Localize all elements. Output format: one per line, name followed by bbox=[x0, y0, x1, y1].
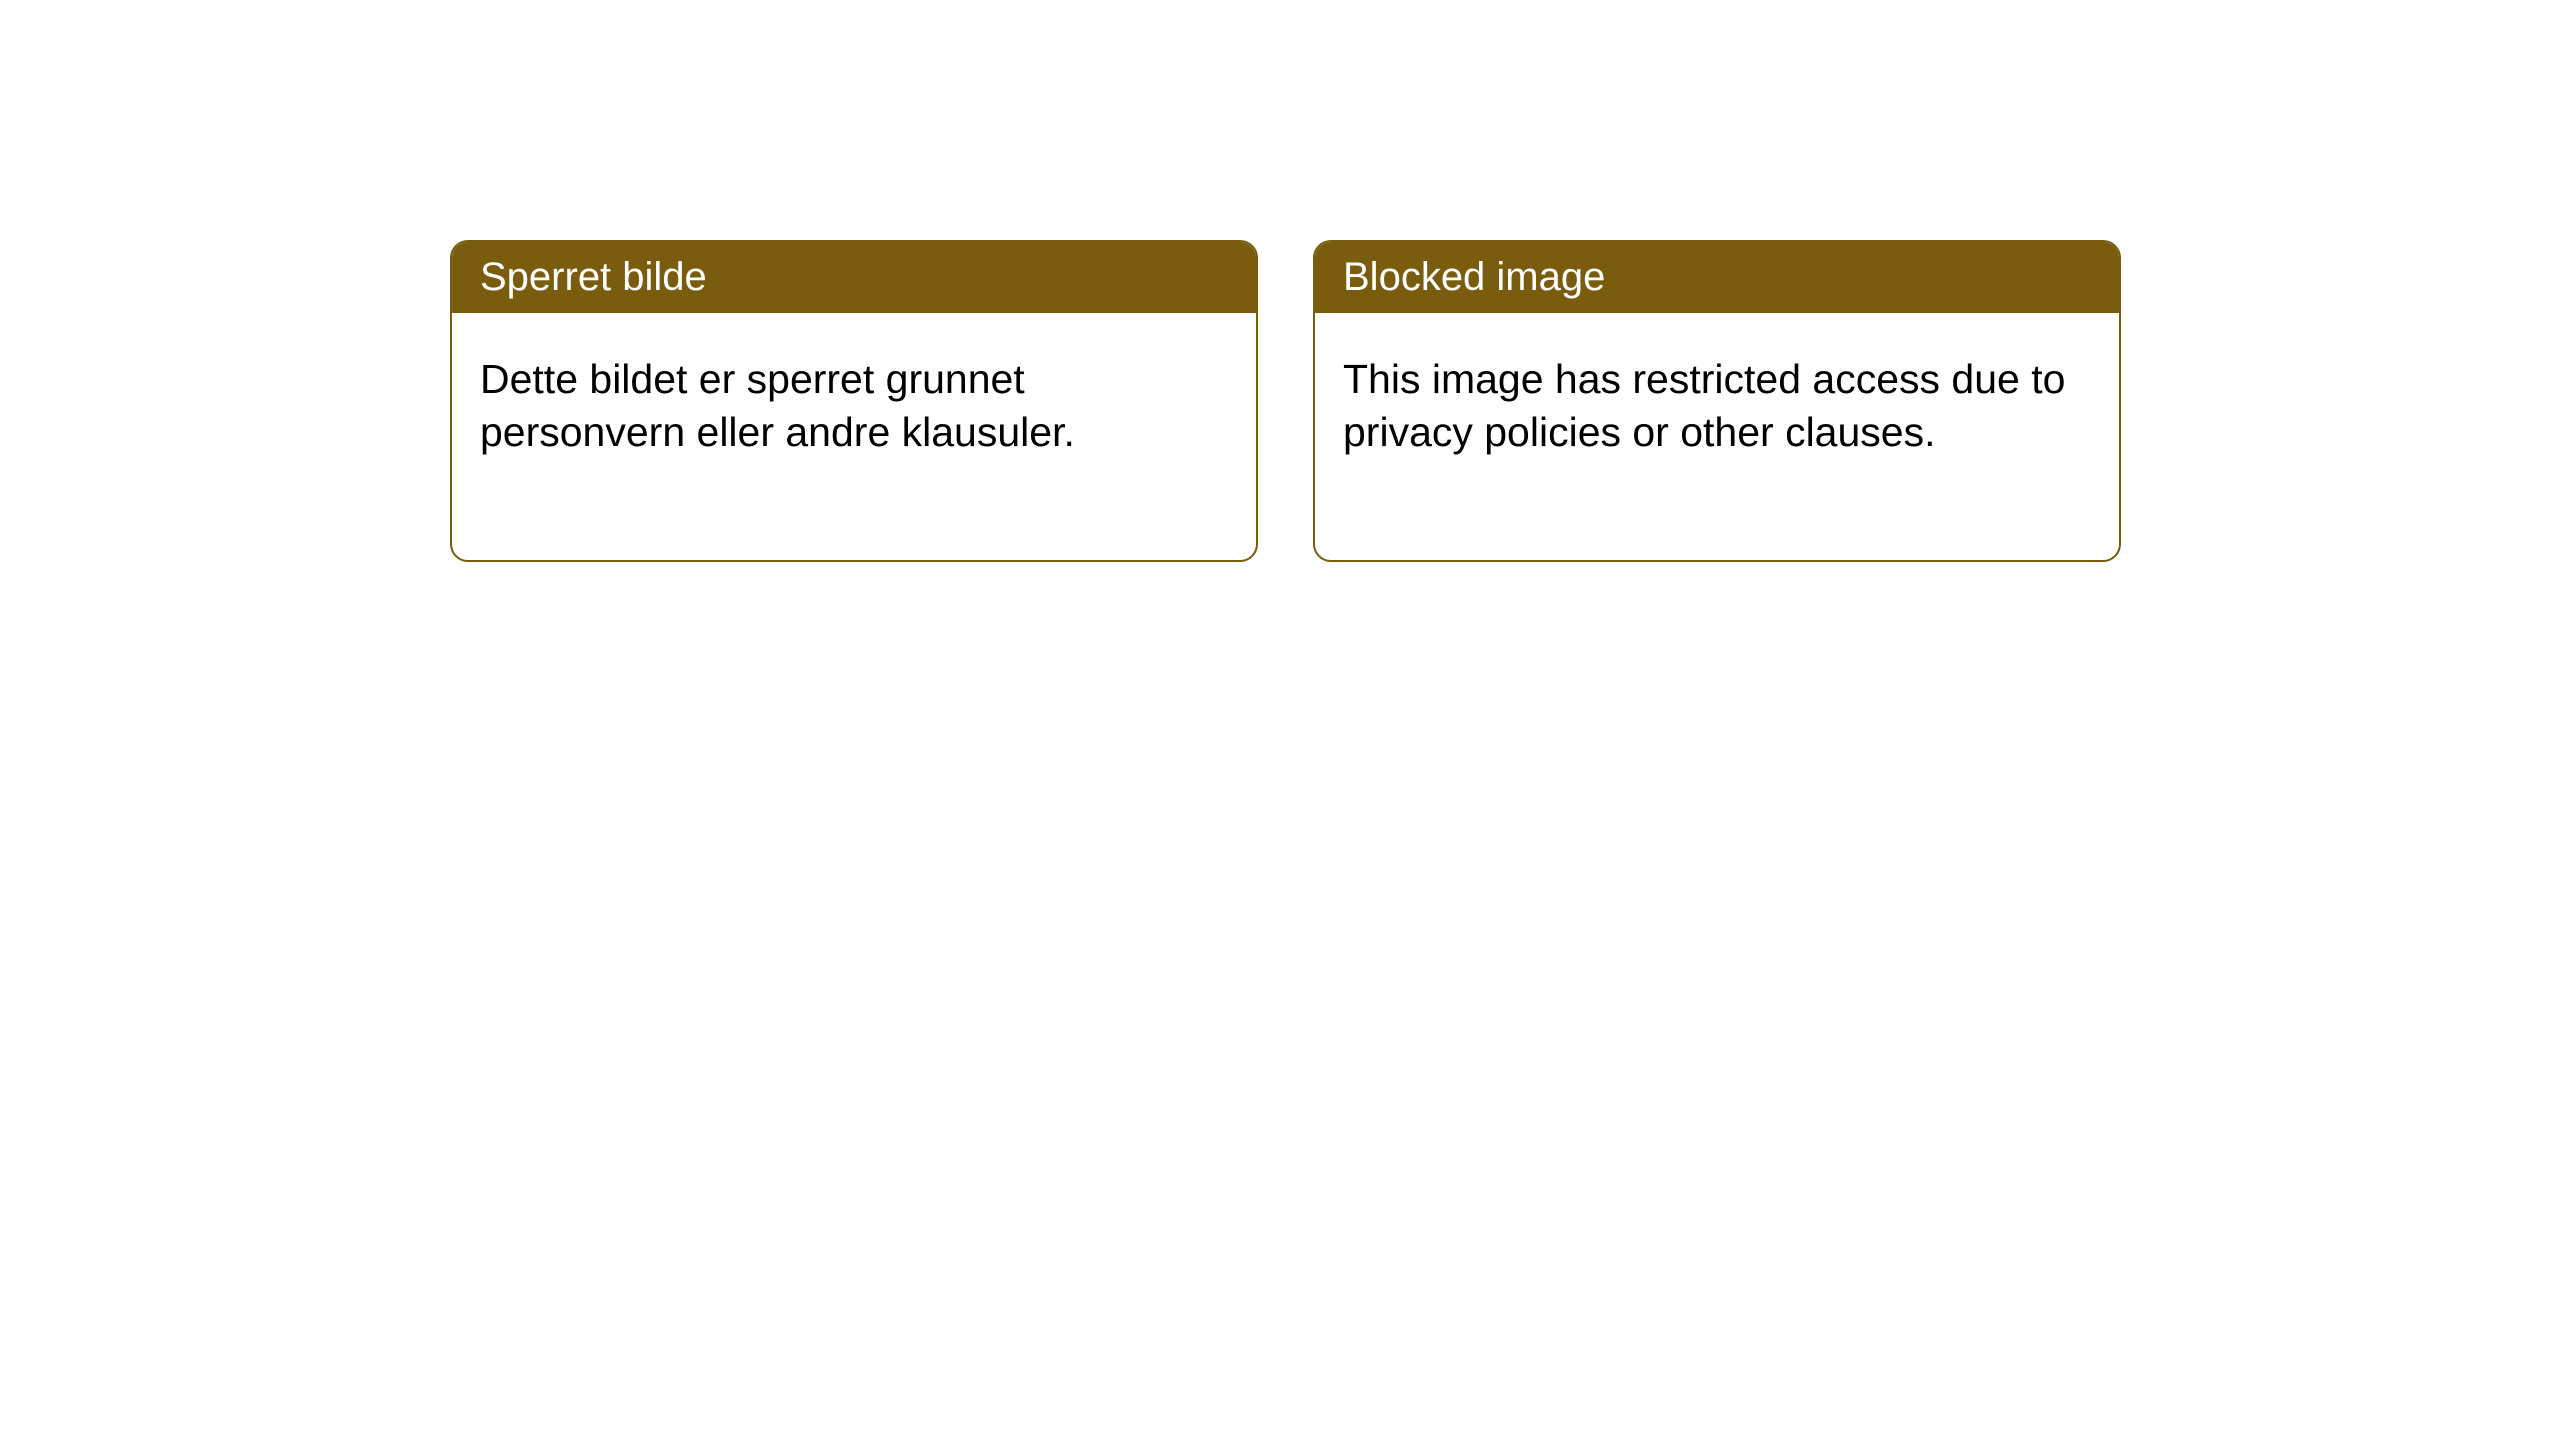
notice-card-english: Blocked image This image has restricted … bbox=[1313, 240, 2121, 562]
notice-cards-container: Sperret bilde Dette bildet er sperret gr… bbox=[450, 240, 2121, 562]
card-body-text: Dette bildet er sperret grunnet personve… bbox=[480, 356, 1075, 455]
card-body: Dette bildet er sperret grunnet personve… bbox=[452, 313, 1256, 560]
card-body-text: This image has restricted access due to … bbox=[1343, 356, 2065, 455]
card-header: Sperret bilde bbox=[452, 242, 1256, 313]
card-title: Blocked image bbox=[1343, 255, 1605, 299]
card-title: Sperret bilde bbox=[480, 255, 707, 299]
card-body: This image has restricted access due to … bbox=[1315, 313, 2119, 560]
notice-card-norwegian: Sperret bilde Dette bildet er sperret gr… bbox=[450, 240, 1258, 562]
card-header: Blocked image bbox=[1315, 242, 2119, 313]
